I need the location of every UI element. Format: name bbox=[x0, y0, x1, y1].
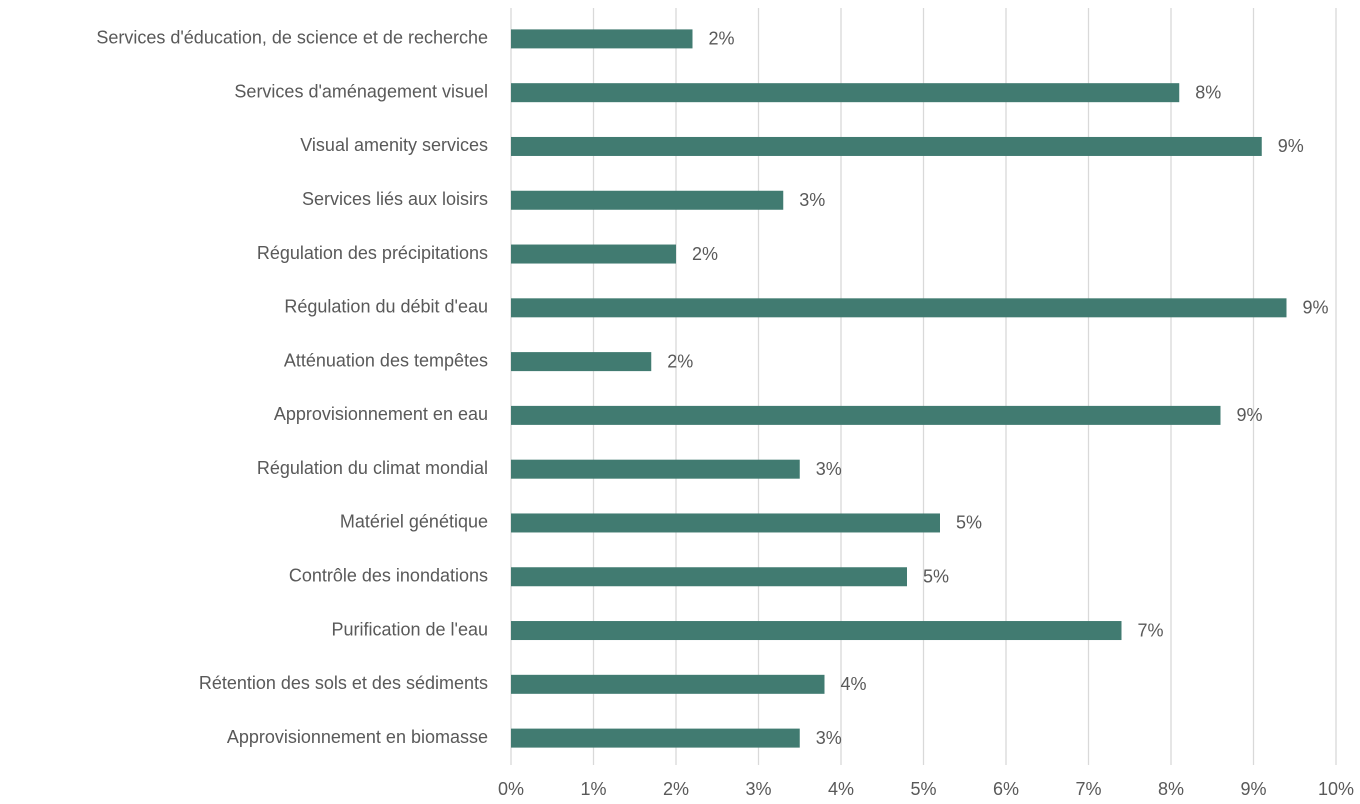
x-tick-label: 1% bbox=[580, 779, 606, 799]
bar bbox=[511, 244, 676, 264]
data-label: 2% bbox=[667, 351, 693, 371]
y-tick-label: Régulation du climat mondial bbox=[257, 458, 488, 478]
bar bbox=[511, 136, 1262, 156]
y-tick-label: Services d'éducation, de science et de r… bbox=[96, 28, 488, 48]
y-tick-label: Approvisionnement en eau bbox=[274, 404, 488, 424]
y-tick-label: Contrôle des inondations bbox=[289, 566, 488, 586]
bar bbox=[511, 190, 784, 210]
x-tick-label: 0% bbox=[498, 779, 524, 799]
data-label: 9% bbox=[1278, 136, 1304, 156]
x-tick-label: 3% bbox=[745, 779, 771, 799]
y-tick-label: Régulation du débit d'eau bbox=[284, 297, 488, 317]
data-label: 2% bbox=[709, 29, 735, 49]
y-tick-label: Approvisionnement en biomasse bbox=[227, 727, 488, 747]
data-label: 5% bbox=[923, 567, 949, 587]
x-tick-label: 10% bbox=[1318, 779, 1354, 799]
bar bbox=[511, 621, 1122, 641]
y-tick-label: Services liés aux loisirs bbox=[302, 189, 488, 209]
bar bbox=[511, 298, 1287, 318]
data-label: 3% bbox=[816, 459, 842, 479]
bar bbox=[511, 83, 1180, 103]
bar bbox=[511, 513, 940, 533]
data-label: 7% bbox=[1138, 620, 1164, 640]
data-label: 4% bbox=[841, 674, 867, 694]
data-label: 8% bbox=[1195, 82, 1221, 102]
y-tick-label: Visual amenity services bbox=[300, 135, 488, 155]
bar bbox=[511, 674, 825, 694]
bar bbox=[511, 567, 907, 587]
x-tick-label: 5% bbox=[910, 779, 936, 799]
data-label: 5% bbox=[956, 513, 982, 533]
x-tick-label: 4% bbox=[828, 779, 854, 799]
y-tick-label: Purification de l'eau bbox=[331, 619, 488, 639]
data-label: 9% bbox=[1237, 405, 1263, 425]
x-tick-label: 8% bbox=[1158, 779, 1184, 799]
bar bbox=[511, 728, 800, 748]
data-label: 9% bbox=[1303, 298, 1329, 318]
bar bbox=[511, 352, 652, 372]
data-label: 3% bbox=[799, 190, 825, 210]
x-tick-label: 7% bbox=[1075, 779, 1101, 799]
x-tick-label: 2% bbox=[663, 779, 689, 799]
y-tick-label: Matériel génétique bbox=[340, 512, 488, 532]
bar bbox=[511, 459, 800, 479]
bar bbox=[511, 29, 693, 49]
data-label: 2% bbox=[692, 244, 718, 264]
x-tick-label: 9% bbox=[1240, 779, 1266, 799]
y-tick-label: Régulation des précipitations bbox=[257, 243, 488, 263]
data-label: 3% bbox=[816, 728, 842, 748]
y-tick-label: Services d'aménagement visuel bbox=[234, 81, 488, 101]
bar bbox=[511, 405, 1221, 425]
x-tick-label: 6% bbox=[993, 779, 1019, 799]
y-tick-label: Rétention des sols et des sédiments bbox=[199, 673, 488, 693]
y-tick-label: Atténuation des tempêtes bbox=[284, 350, 488, 370]
